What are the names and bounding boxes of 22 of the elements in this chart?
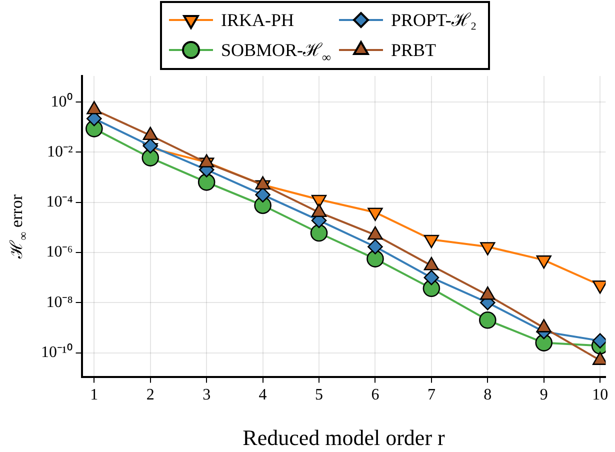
x-tick-label: 2	[146, 386, 154, 404]
y-tick-label: 10⁻⁴	[46, 194, 74, 211]
y-tick-label: 10⁻²	[47, 143, 73, 160]
legend-label: PRBT	[391, 40, 436, 60]
legend-label: IRKA-PH	[221, 10, 294, 30]
x-tick-label: 1	[90, 386, 98, 404]
x-tick-label: 8	[484, 386, 492, 404]
y-tick-label: 10⁰	[50, 92, 73, 110]
y-tick-label: 10⁻⁶	[46, 244, 73, 261]
x-tick-label: 6	[371, 386, 380, 404]
x-tick-label: 4	[258, 386, 267, 404]
legend-label: SOBMOR-ℋ∞	[221, 40, 332, 64]
legend-label: PROPT-ℋ₂	[391, 10, 477, 30]
x-tick-label: 9	[540, 386, 548, 404]
y-tick-label: 10⁻¹⁰	[41, 342, 73, 361]
x-axis-title: Reduced model order r	[242, 425, 446, 450]
x-tick-label: 5	[315, 386, 324, 404]
x-tick-label: 3	[202, 386, 211, 404]
x-tick-label: 7	[427, 386, 436, 404]
y-tick-label: 10⁻⁸	[46, 294, 73, 311]
y-axis-title: ℋ∞ error	[7, 194, 30, 260]
x-tick-label: 10	[592, 386, 608, 404]
